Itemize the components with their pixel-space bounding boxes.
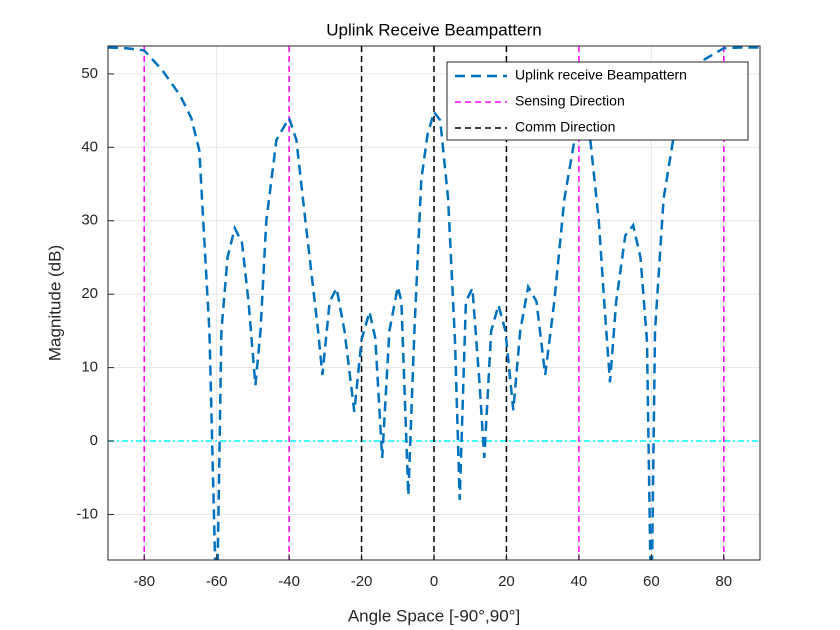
- x-axis-label: Angle Space [-90°,90°]: [348, 606, 520, 625]
- x-tick-label: -20: [351, 573, 373, 590]
- legend-label: Sensing Direction: [515, 93, 625, 109]
- x-tick-label: 0: [430, 573, 438, 590]
- y-tick-label: 20: [81, 285, 98, 302]
- x-tick-label: 20: [498, 573, 515, 590]
- x-tick-label: -60: [206, 573, 228, 590]
- y-tick-label: 10: [81, 359, 98, 376]
- chart-title: Uplink Receive Beampattern: [326, 20, 541, 39]
- x-tick-label: 60: [643, 573, 660, 590]
- legend-label: Comm Direction: [515, 119, 615, 135]
- legend-label: Uplink receive Beampattern: [515, 67, 687, 83]
- y-tick-label: 40: [81, 138, 98, 155]
- y-tick-label: 50: [81, 65, 98, 82]
- legend-box: [446, 61, 749, 141]
- x-tick-label: 80: [715, 573, 732, 590]
- x-tick-label: -40: [278, 573, 300, 590]
- beampattern-line: [108, 46, 760, 560]
- x-tick-label: 40: [571, 573, 588, 590]
- y-tick-label: 0: [90, 432, 98, 449]
- y-tick-label: 30: [81, 212, 98, 229]
- y-axis-label: Magnitude (dB): [45, 245, 64, 361]
- y-tick-label: -10: [76, 505, 98, 522]
- x-tick-label: -80: [133, 573, 155, 590]
